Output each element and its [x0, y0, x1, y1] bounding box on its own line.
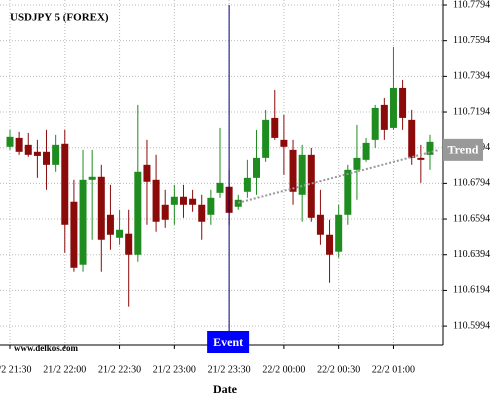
candle-body	[389, 87, 397, 128]
candle-body	[97, 176, 105, 240]
candle-body	[116, 229, 124, 238]
candle-body	[335, 214, 343, 252]
x-axis-label: Date	[213, 382, 238, 396]
candle-body	[179, 196, 187, 205]
candle-body	[426, 141, 434, 155]
candle-body	[326, 234, 334, 255]
trend-line	[237, 148, 440, 204]
candle-body	[52, 144, 60, 165]
candle-body	[307, 154, 315, 218]
trend-label-box	[443, 138, 483, 161]
event-label: Event	[213, 335, 243, 349]
candle-body	[43, 151, 51, 165]
y-tick-label: 110.6794	[453, 178, 490, 189]
y-tick-label: 110.6394	[453, 249, 490, 260]
candle-body	[88, 176, 96, 180]
y-tick-label: 110.6594	[453, 213, 490, 224]
trend-label: Trend	[448, 143, 479, 157]
candle-body	[253, 157, 261, 178]
candle-body	[198, 204, 206, 222]
y-tick-label: 110.7194	[453, 106, 490, 117]
candle-body	[33, 151, 41, 156]
candle-body	[207, 197, 215, 215]
candle-body	[216, 182, 224, 193]
y-tick-label: 110.7794	[453, 0, 490, 10]
candle-body	[280, 139, 288, 147]
candle-body	[152, 179, 160, 222]
y-tick-label: 110.6194	[453, 285, 490, 296]
candle-body	[371, 107, 379, 140]
candle-body	[417, 157, 425, 160]
watermark: www.delkos.com	[14, 343, 79, 353]
candle-body	[24, 144, 32, 155]
candle-body	[143, 164, 151, 182]
x-tick-label: 22/2 00:00	[262, 364, 305, 375]
candle-body	[408, 119, 416, 158]
candle-body	[399, 87, 407, 118]
candle-body	[161, 204, 169, 220]
candle-body	[234, 199, 242, 207]
candle-body	[15, 137, 23, 152]
chart-title: USDJPY 5 (FOREX)	[10, 12, 109, 24]
candle-body	[170, 196, 178, 205]
candle-body	[298, 154, 306, 195]
x-tick-label: 21/2 23:30	[208, 364, 251, 375]
x-tick-label: 21/2 21:30	[0, 364, 32, 375]
event-label-box	[207, 331, 250, 353]
x-tick-label: 21/2 23:00	[153, 364, 196, 375]
candle-body	[380, 104, 388, 130]
candle-body	[243, 177, 251, 192]
candle-body	[189, 198, 197, 205]
candle-body	[79, 179, 87, 265]
x-tick-label: 22/2 01:00	[372, 364, 415, 375]
y-tick-label: 110.7594	[453, 35, 490, 46]
candle-body	[353, 157, 361, 170]
x-tick-label: 21/2 22:30	[98, 364, 141, 375]
x-tick-label: 22/2 00:30	[317, 364, 360, 375]
candle-body	[70, 201, 78, 268]
candle-body	[125, 233, 133, 255]
x-tick-label: 21/2 22:00	[43, 364, 86, 375]
candle-body	[362, 142, 370, 160]
candle-body	[344, 169, 352, 215]
candle-body	[262, 119, 270, 158]
candle-body	[61, 143, 69, 225]
candle-body	[316, 214, 324, 235]
candle-body	[106, 214, 114, 235]
candle-body	[134, 171, 142, 255]
y-tick-label: 110.5994	[453, 320, 490, 331]
candle-body	[271, 117, 279, 138]
y-tick-label: 110.7394	[453, 71, 490, 82]
candle-body	[289, 149, 297, 192]
candle-body	[6, 136, 14, 147]
